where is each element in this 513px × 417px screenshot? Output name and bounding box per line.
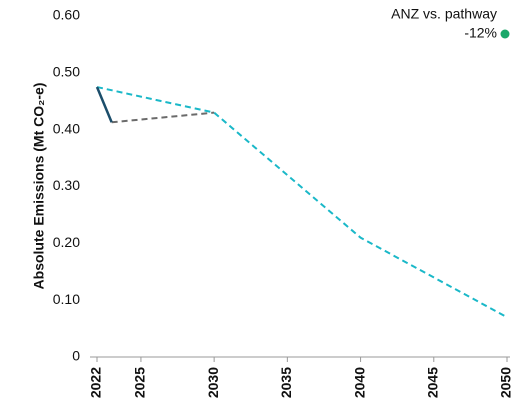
x-tick-label: 2022 (88, 367, 104, 398)
y-tick-label: 0 (72, 348, 80, 364)
x-tick-label: 2035 (278, 367, 294, 398)
series-line (95, 86, 113, 123)
x-tick-label: 2045 (424, 367, 440, 398)
y-tick-label: 0.30 (53, 177, 80, 193)
y-tick-label: 0.10 (53, 291, 80, 307)
y-tick-label: 0.40 (53, 120, 80, 136)
x-tick-label: 2050 (498, 367, 513, 398)
y-tick-label: 0.50 (53, 64, 80, 80)
annotation-value: -12% (464, 25, 497, 41)
annotation-dot (500, 29, 510, 39)
x-tick-label: 2025 (132, 367, 148, 398)
series-line (111, 111, 215, 124)
y-tick-label: 0.60 (53, 7, 80, 23)
annotation-title: ANZ vs. pathway (391, 6, 497, 22)
x-tick-label: 2040 (351, 367, 367, 398)
x-tick-label: 2030 (205, 367, 221, 398)
y-axis-label: Absolute Emissions (Mt CO₂-e) (31, 83, 47, 290)
series-line (96, 86, 508, 319)
y-tick-label: 0.20 (53, 234, 80, 250)
